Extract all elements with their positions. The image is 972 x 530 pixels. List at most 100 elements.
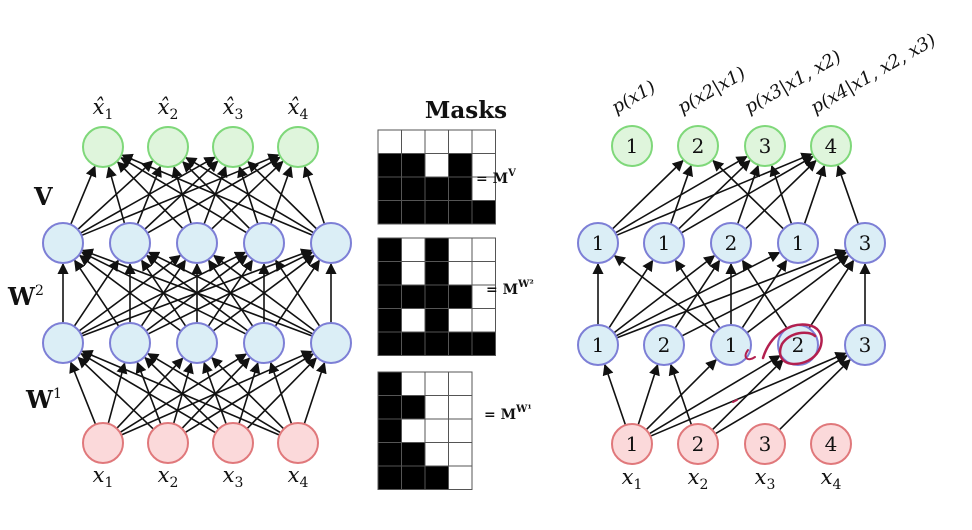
mask-2-cell-3-4 bbox=[471, 308, 496, 333]
right-output-node-3-circle bbox=[744, 125, 786, 167]
left-hidden1-node-4 bbox=[243, 322, 285, 364]
mask-1-cell-1-2 bbox=[424, 153, 449, 178]
right-input-node-3-number: 3 bbox=[759, 432, 772, 456]
edge-right-in1-h14 bbox=[714, 355, 848, 435]
edge-left-h24-out2 bbox=[247, 160, 318, 230]
mask-3-cell-1-0 bbox=[377, 395, 402, 420]
left-hidden2-node-1 bbox=[42, 222, 84, 264]
mask-2-cell-4-1 bbox=[401, 331, 426, 356]
left-output-node-3 bbox=[212, 126, 254, 168]
mask-1-cell-2-3 bbox=[448, 176, 473, 201]
left-hidden2-node-4 bbox=[243, 222, 285, 264]
mask-3-cell-0-1 bbox=[401, 371, 426, 396]
edge-left-h21-out0 bbox=[106, 166, 126, 224]
right-hidden2-node-2-circle bbox=[643, 222, 685, 264]
right-hidden2-node-4: 1 bbox=[777, 222, 819, 264]
right-hidden2-node-3-number: 2 bbox=[725, 231, 738, 255]
mask-1-cell-3-0 bbox=[377, 200, 402, 225]
right-input-node-4-circle bbox=[810, 423, 852, 465]
right-hidden2-node-3-circle bbox=[710, 222, 752, 264]
edge-left-h23-out0 bbox=[120, 157, 248, 234]
mask-2-cell-0-1 bbox=[401, 237, 426, 262]
mask-1-cell-2-0 bbox=[377, 176, 402, 201]
mask-1-cell-0-3 bbox=[448, 129, 473, 154]
edge-right-in1-h11 bbox=[668, 363, 693, 426]
right-output-node-4-circle bbox=[810, 125, 852, 167]
edge-left-h24-out0 bbox=[121, 153, 313, 236]
left-input-labels: x1 x2 x3 x4 bbox=[93, 463, 309, 491]
left-hidden2-node-2-circle bbox=[109, 222, 151, 264]
mask-3-cell-4-1 bbox=[401, 465, 426, 490]
right-output-node-2-circle bbox=[677, 125, 719, 167]
edge-left-h13-h20 bbox=[80, 251, 247, 335]
mask-3-cell-0-0 bbox=[377, 371, 402, 396]
edge-left-in1-h10 bbox=[77, 356, 155, 430]
right-hidden1-node-5: 3 bbox=[844, 324, 886, 366]
edge-left-h23-out2 bbox=[237, 165, 259, 225]
edge-right-in0-h11 bbox=[637, 363, 660, 426]
right-hidden2-node-1: 1 bbox=[577, 222, 619, 264]
left-input-node-4-circle bbox=[277, 422, 319, 464]
right-hidden2-node-5-number: 3 bbox=[859, 231, 872, 255]
left-input-label-4: x4 bbox=[288, 463, 309, 491]
right-output-node-2-number: 2 bbox=[692, 134, 705, 158]
mask-2-cell-1-2 bbox=[424, 261, 449, 286]
edge-right-h20-out1 bbox=[611, 159, 684, 230]
mask-3-cell-2-1 bbox=[401, 418, 426, 443]
left-output-label-3: x̂3 bbox=[223, 95, 244, 123]
right-output-node-4: 4 bbox=[810, 125, 852, 167]
right-hidden2-node-3: 2 bbox=[710, 222, 752, 264]
mask-2-cell-1-3 bbox=[448, 261, 473, 286]
right-hidden2-node-1-number: 1 bbox=[592, 231, 605, 255]
left-input-node-1-circle bbox=[82, 422, 124, 464]
mask-grid-3 bbox=[377, 371, 473, 490]
left-input-label-1: x1 bbox=[93, 463, 114, 491]
mask-3-cell-3-1 bbox=[401, 442, 426, 467]
mask-1-cell-1-1 bbox=[401, 153, 426, 178]
right-output-node-4-number: 4 bbox=[825, 134, 838, 158]
mask-3-cell-4-3 bbox=[448, 465, 473, 490]
mask-2-cell-0-2 bbox=[424, 237, 449, 262]
mask-labels: = MV = MW² = MW¹ bbox=[476, 168, 534, 423]
edge-right-h21-out2 bbox=[677, 159, 751, 230]
mask-2-cell-3-2 bbox=[424, 308, 449, 333]
left-hidden2-node-3 bbox=[176, 222, 218, 264]
right-hidden2-node-5: 3 bbox=[844, 222, 886, 264]
mask-2-cell-1-1 bbox=[401, 261, 426, 286]
left-output-node-4-circle bbox=[277, 126, 319, 168]
right-input-label-4: x4 bbox=[821, 465, 842, 493]
edge-left-h20-out2 bbox=[80, 156, 216, 234]
right-hidden1-node-2-number: 2 bbox=[658, 333, 671, 357]
left-input-node-4 bbox=[277, 422, 319, 464]
right-hidden1-node-5-circle bbox=[844, 324, 886, 366]
right-input-node-1-number: 1 bbox=[626, 432, 639, 456]
mask-2-cell-2-1 bbox=[401, 284, 426, 309]
edge-left-h22-out0 bbox=[116, 161, 184, 230]
left-input-node-2-circle bbox=[147, 422, 189, 464]
edge-right-h22-out3 bbox=[744, 159, 817, 230]
mask-1-cell-1-3 bbox=[448, 153, 473, 178]
mask-3-cell-4-2 bbox=[424, 465, 449, 490]
right-network-edges bbox=[592, 152, 871, 437]
edge-right-h10-h21 bbox=[608, 259, 654, 329]
mask-3-cell-0-2 bbox=[424, 371, 449, 396]
mask-1-cell-1-0 bbox=[377, 153, 402, 178]
mask-1-cell-2-1 bbox=[401, 176, 426, 201]
right-output-node-3: 3 bbox=[744, 125, 786, 167]
right-input-node-2: 2 bbox=[677, 423, 719, 465]
edge-left-in3-h12 bbox=[211, 356, 285, 430]
mask-3-cell-1-1 bbox=[401, 395, 426, 420]
left-network-edges bbox=[57, 153, 337, 436]
mask-2-cell-3-3 bbox=[448, 308, 473, 333]
right-output-node-1-circle bbox=[611, 125, 653, 167]
edge-left-h24-out1 bbox=[185, 156, 315, 234]
weight-label-w1: W1 bbox=[25, 385, 62, 414]
right-output-node-1-number: 1 bbox=[626, 134, 639, 158]
mask-2-cell-4-0 bbox=[377, 331, 402, 356]
right-hidden1-node-4-number: 2 bbox=[792, 333, 805, 357]
right-output-node-1: 1 bbox=[611, 125, 653, 167]
mask-2-cell-3-1 bbox=[401, 308, 426, 333]
edge-left-in0-h10 bbox=[69, 361, 97, 425]
mask-3-cell-2-2 bbox=[424, 418, 449, 443]
